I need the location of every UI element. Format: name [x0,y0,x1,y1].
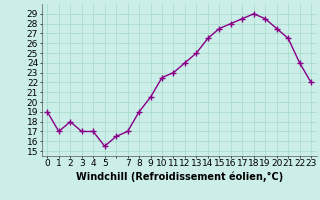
X-axis label: Windchill (Refroidissement éolien,°C): Windchill (Refroidissement éolien,°C) [76,171,283,182]
